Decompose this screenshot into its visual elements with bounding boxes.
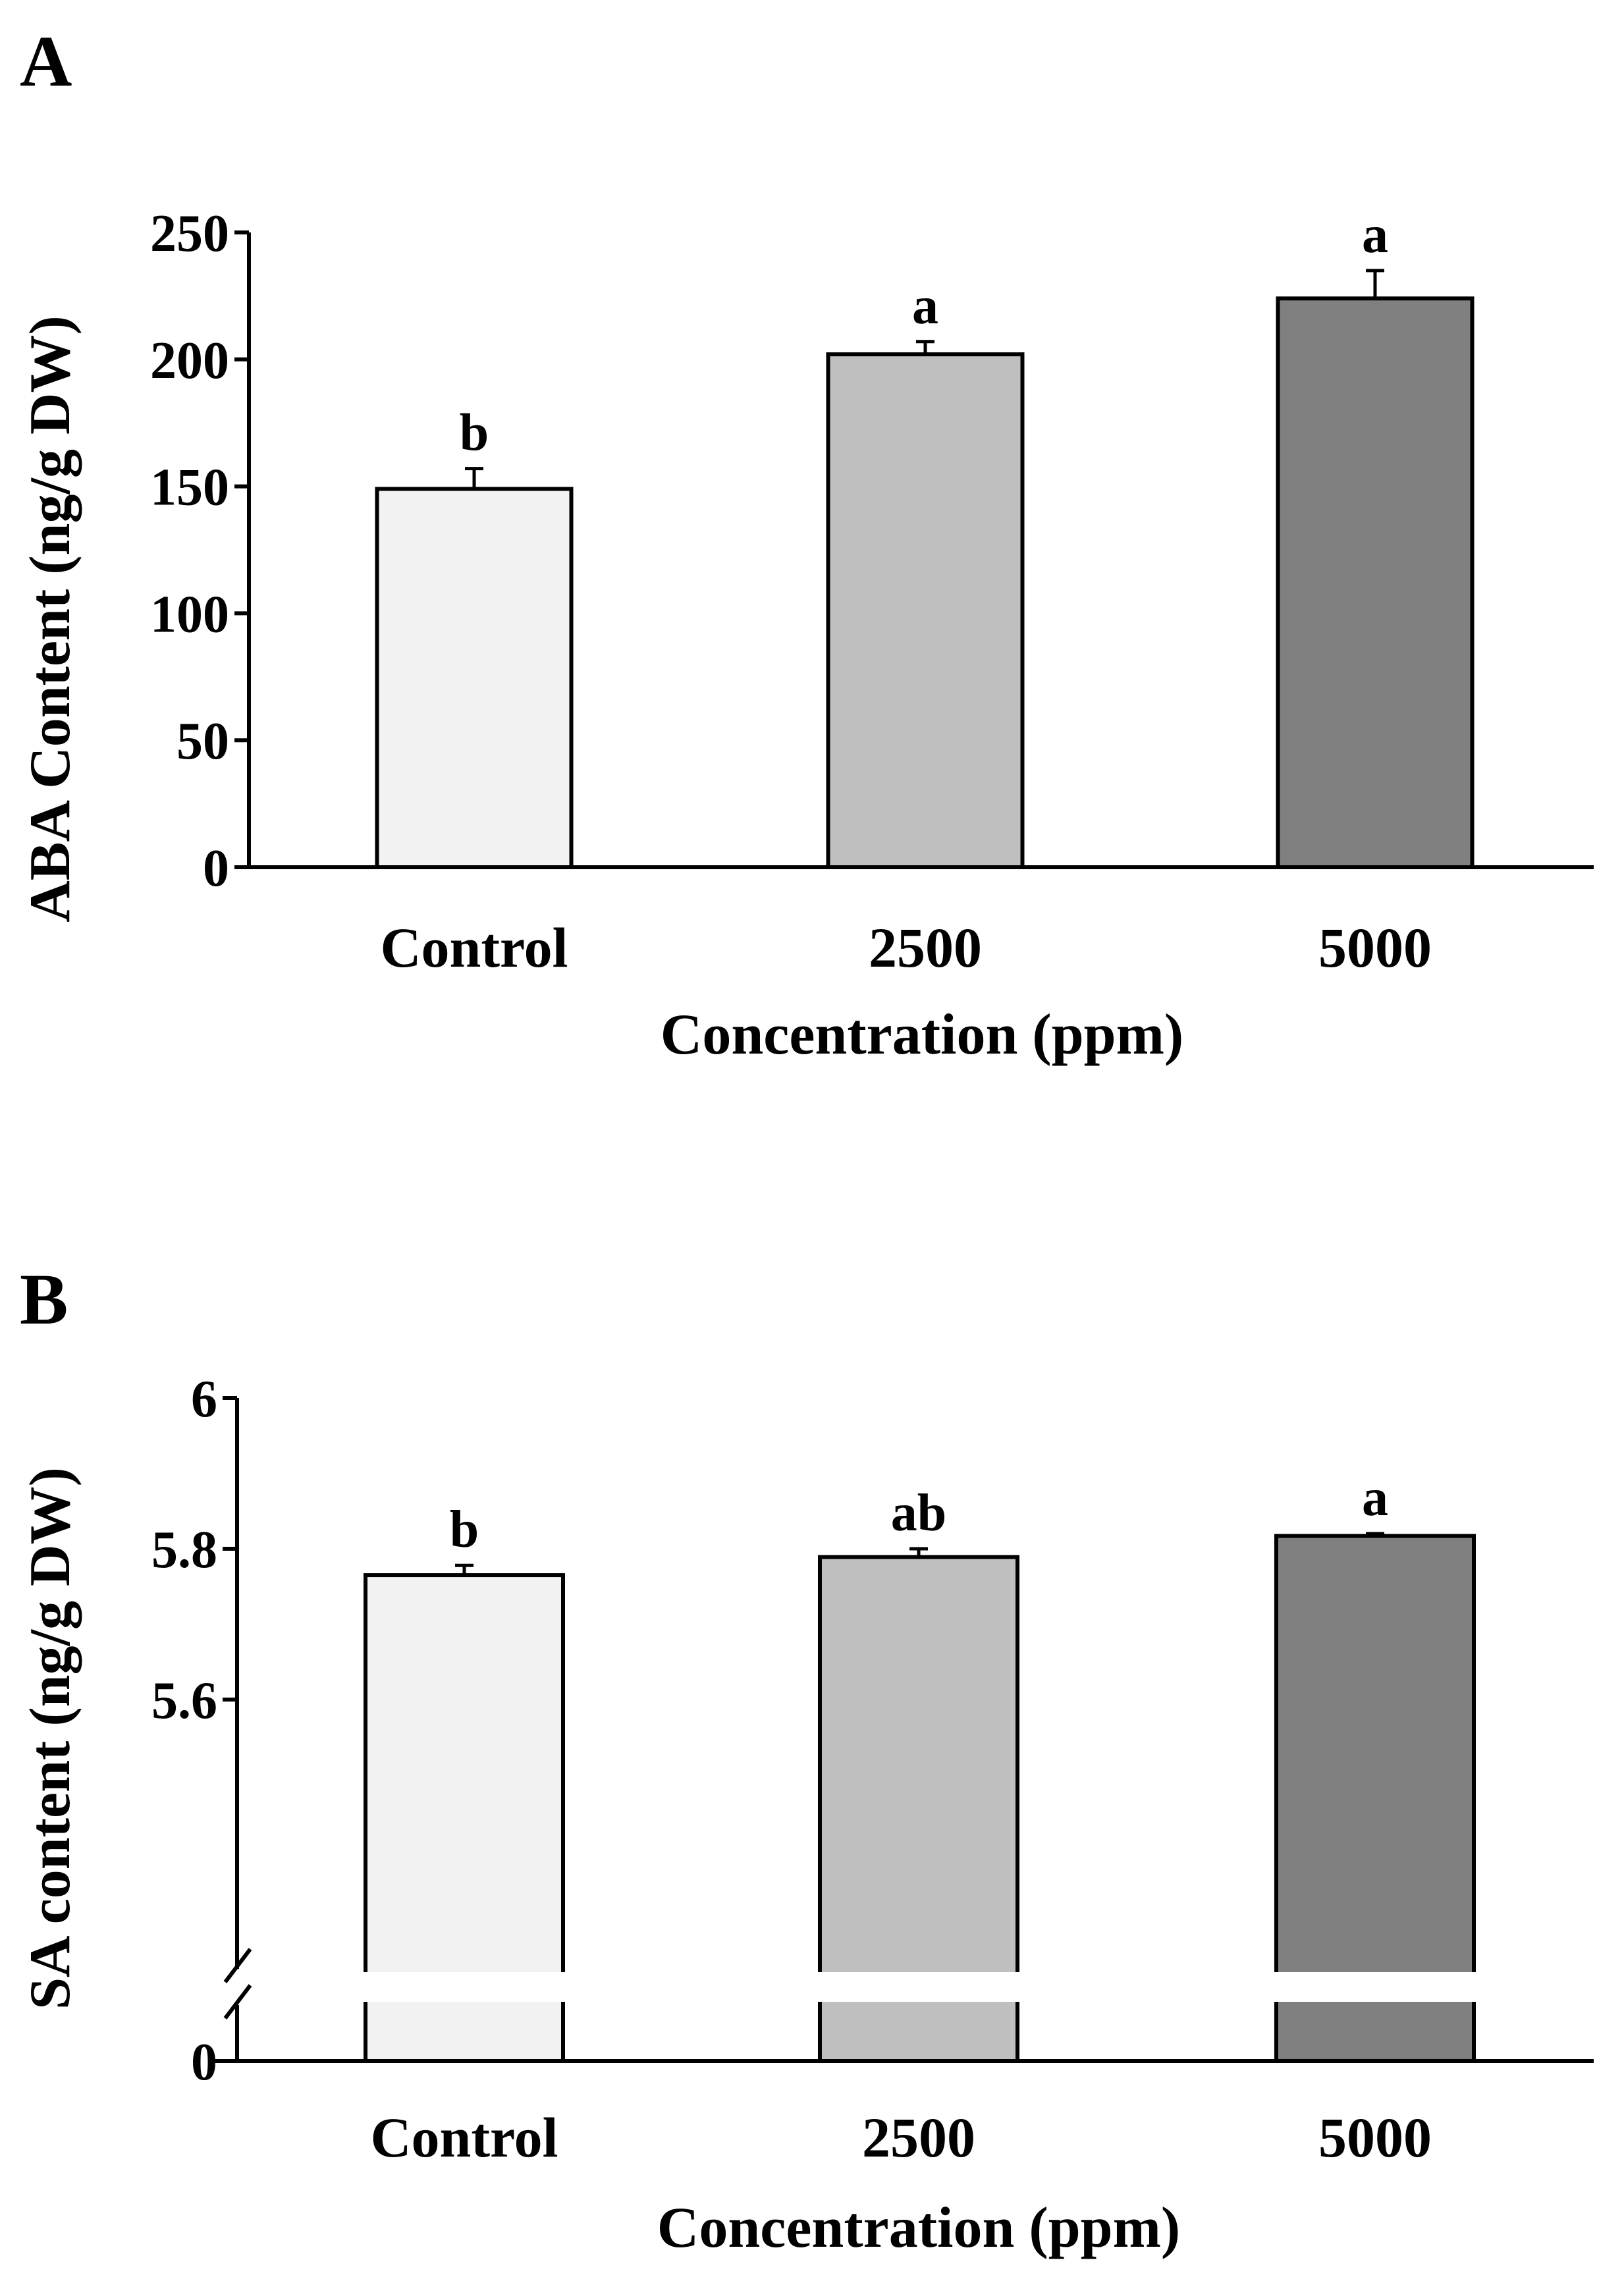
panel-a-y-tick-label: 50 — [176, 712, 229, 770]
panel-b-label: B — [20, 1259, 68, 1339]
panel-b-category-label: 5000 — [1318, 2106, 1432, 2169]
panel-a: A ABA Content (ng/g DW) Concentration (p… — [18, 21, 1594, 1067]
panel-a-bar-2500 — [826, 352, 1025, 869]
panel-b-significance-label: b — [450, 1501, 479, 1559]
panel-a-category-label: Control — [380, 916, 568, 979]
panel-b-category-label: Control — [370, 2106, 558, 2169]
panel-a-significance-label: a — [1362, 206, 1388, 264]
panel-a-significance-label: b — [460, 404, 489, 462]
panel-b-y-tick-label: 5.8 — [151, 1521, 217, 1579]
panel-a-bars: b Control a 2500 a 5000 — [375, 206, 1475, 979]
panel-b-category-label: 2500 — [862, 2106, 975, 2169]
panel-a-y-tick-label: 250 — [150, 205, 229, 263]
panel-b-significance-label: ab — [891, 1484, 947, 1542]
panel-a-y-ticks: 0 50 100 150 200 250 — [150, 205, 249, 898]
panel-a-category-label: 5000 — [1318, 916, 1432, 979]
panel-b-bar-break-gap — [362, 1972, 567, 2002]
panel-b-bars: b Control ab 2500 a 5000 — [362, 1469, 1478, 2169]
panel-a-y-tick-label: 100 — [150, 585, 229, 643]
panel-a-bar-control — [375, 487, 574, 869]
panel-b-break-mark-lower — [223, 1984, 252, 2020]
panel-a-y-tick-label: 150 — [150, 459, 229, 517]
panel-a-y-tick-label: 200 — [150, 332, 229, 390]
panel-a-bar-5000 — [1276, 296, 1475, 870]
panel-a-y-tick-label: 0 — [203, 840, 229, 898]
panel-a-y-axis-title: ABA Content (ng/g DW) — [18, 315, 82, 923]
panel-b-break-mark-upper — [223, 1948, 252, 1983]
panel-a-category-label: 2500 — [869, 916, 982, 979]
panel-b-x-axis-title: Concentration (ppm) — [657, 2196, 1180, 2260]
panel-a-label: A — [20, 21, 72, 101]
panel-b: B SA content (ng/g DW) Concentration (pp… — [18, 1259, 1594, 2260]
panel-b-bar-break-gap — [816, 1972, 1021, 2002]
panel-b-significance-label: a — [1362, 1469, 1388, 1527]
panel-a-x-axis-title: Concentration (ppm) — [661, 1003, 1183, 1067]
panel-b-y-ticks: 0 5.6 5.8 6 — [151, 1370, 237, 2091]
panel-a-significance-label: a — [912, 277, 938, 335]
panel-b-bar-break-gap — [1272, 1972, 1478, 2002]
panel-b-y-axis-title: SA content (ng/g DW) — [18, 1467, 82, 2010]
panel-b-y-tick-label: 0 — [191, 2033, 217, 2091]
panel-b-y-tick-label: 5.6 — [151, 1672, 217, 1730]
panel-b-y-tick-label: 6 — [191, 1370, 217, 1428]
